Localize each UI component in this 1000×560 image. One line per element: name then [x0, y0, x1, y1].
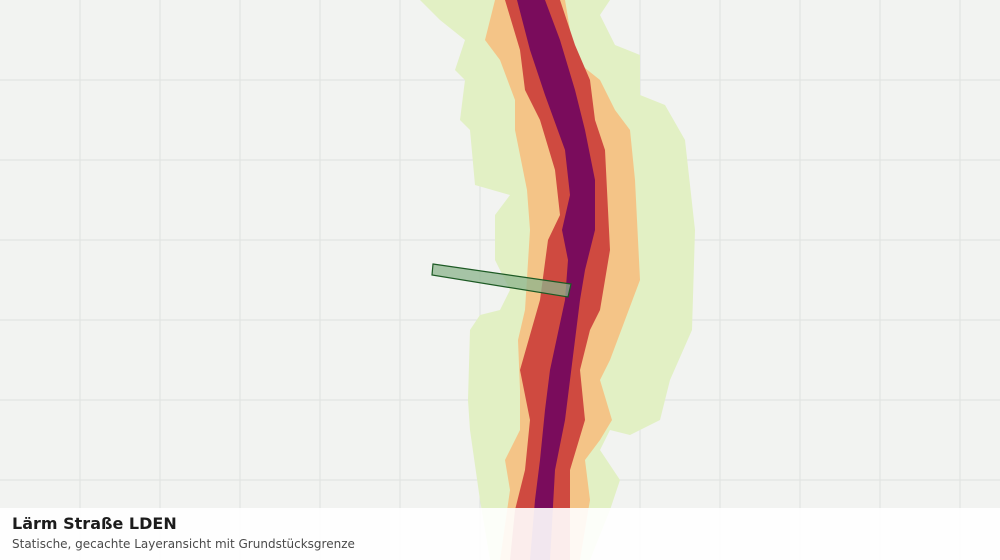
parcel-boundary[interactable] [431, 263, 572, 298]
layer-caption: Lärm Straße LDEN Statische, gecachte Lay… [0, 508, 1000, 560]
noise-zone-very-high [517, 0, 595, 560]
layer-title: Lärm Straße LDEN [12, 514, 177, 533]
layer-subtitle: Statische, gecachte Layeransicht mit Gru… [12, 537, 355, 551]
